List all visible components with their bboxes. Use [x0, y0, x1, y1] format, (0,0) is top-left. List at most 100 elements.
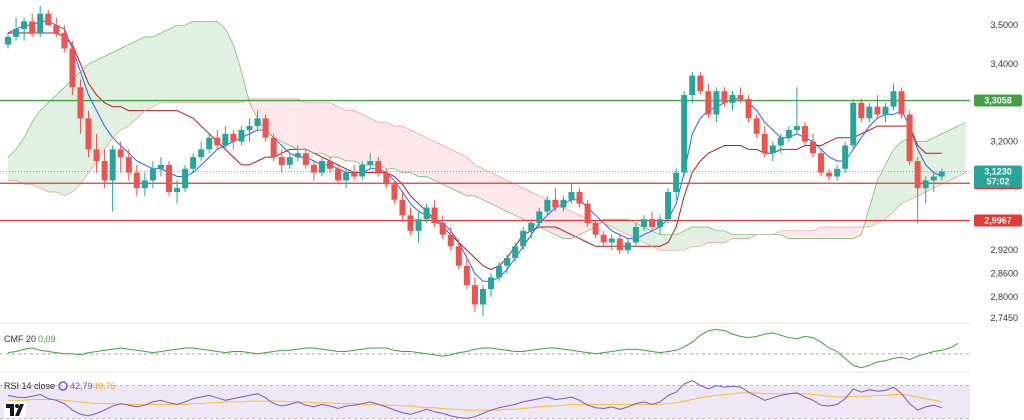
candle-body[interactable]	[657, 219, 664, 227]
candle-body[interactable]	[77, 87, 84, 119]
candle-body[interactable]	[488, 277, 494, 290]
candle-body[interactable]	[190, 157, 197, 169]
candle-body[interactable]	[206, 137, 213, 150]
candle-body[interactable]	[45, 13, 52, 26]
candle-body[interactable]	[13, 29, 20, 37]
candle-body[interactable]	[705, 91, 712, 115]
candle-body[interactable]	[286, 157, 293, 165]
candle-body[interactable]	[383, 172, 390, 185]
candle-body[interactable]	[536, 211, 543, 224]
candle-body[interactable]	[327, 161, 333, 169]
candle-body[interactable]	[834, 168, 841, 177]
candle-body[interactable]	[528, 223, 535, 231]
candle-body[interactable]	[351, 172, 358, 177]
candle-body[interactable]	[665, 192, 672, 220]
horizontal-levels[interactable]	[0, 99, 970, 222]
candle-body[interactable]	[302, 153, 309, 165]
candle-body[interactable]	[69, 48, 76, 88]
candle-body[interactable]	[431, 207, 438, 224]
candle-body[interactable]	[745, 98, 752, 119]
candle-body[interactable]	[29, 21, 36, 33]
candle-body[interactable]	[230, 133, 237, 142]
candle-body[interactable]	[415, 219, 422, 231]
candle-body[interactable]	[826, 172, 833, 177]
candle-body[interactable]	[761, 133, 768, 154]
candle-body[interactable]	[713, 91, 720, 115]
candle-body[interactable]	[568, 192, 575, 200]
candle-body[interactable]	[254, 118, 261, 127]
candle-body[interactable]	[810, 141, 816, 154]
candle-body[interactable]	[592, 223, 599, 235]
candle-body[interactable]	[938, 171, 945, 177]
candle-body[interactable]	[882, 106, 889, 115]
candle-body[interactable]	[512, 246, 519, 258]
candle-body[interactable]	[198, 149, 205, 158]
candle-body[interactable]	[318, 161, 325, 173]
candle-body[interactable]	[157, 164, 164, 169]
candle-body[interactable]	[37, 13, 44, 33]
candle-body[interactable]	[753, 118, 760, 134]
candle-body[interactable]	[391, 184, 398, 200]
candle-body[interactable]	[922, 180, 929, 189]
candle-body[interactable]	[520, 230, 527, 247]
candle-body[interactable]	[721, 91, 728, 103]
candle-body[interactable]	[624, 242, 631, 251]
candle-body[interactable]	[109, 149, 116, 181]
candle-body[interactable]	[584, 203, 591, 224]
candle-body[interactable]	[133, 172, 140, 189]
candlesticks[interactable]	[5, 5, 945, 317]
candle-body[interactable]	[649, 219, 655, 227]
candle-body[interactable]	[689, 75, 696, 96]
candle-body[interactable]	[439, 223, 446, 235]
rsi-settings-icon[interactable]	[58, 381, 68, 391]
candle-body[interactable]	[125, 157, 132, 173]
candle-body[interactable]	[335, 168, 342, 181]
candle-body[interactable]	[182, 168, 189, 189]
candle-body[interactable]	[697, 75, 704, 92]
candle-body[interactable]	[673, 172, 680, 193]
candle-body[interactable]	[101, 161, 108, 181]
candle-body[interactable]	[262, 118, 269, 138]
candle-body[interactable]	[471, 285, 478, 305]
candle-body[interactable]	[166, 164, 172, 193]
candle-body[interactable]	[600, 234, 607, 243]
candle-body[interactable]	[359, 164, 366, 177]
candle-body[interactable]	[842, 145, 849, 169]
candle-body[interactable]	[479, 289, 486, 305]
candle-body[interactable]	[681, 95, 688, 173]
candle-body[interactable]	[21, 21, 28, 30]
price-pane[interactable]	[0, 5, 970, 317]
candle-body[interactable]	[616, 238, 623, 251]
candle-body[interactable]	[640, 219, 647, 227]
candle-body[interactable]	[399, 199, 406, 216]
candle-body[interactable]	[214, 137, 221, 146]
candle-body[interactable]	[278, 157, 285, 165]
candle-body[interactable]	[858, 102, 865, 119]
candle-body[interactable]	[930, 176, 937, 181]
candle-body[interactable]	[496, 265, 503, 278]
candle-body[interactable]	[423, 207, 430, 220]
candle-body[interactable]	[5, 36, 11, 45]
candle-body[interactable]	[906, 114, 913, 161]
candle-body[interactable]	[801, 126, 808, 142]
candle-body[interactable]	[447, 234, 454, 247]
price-axis[interactable]: 3,5000 3,4000 3,2000 2,9200 2,8600 2,8000 2,74…	[970, 0, 1024, 420]
candle-body[interactable]	[93, 149, 100, 161]
tradingview-logo-icon[interactable]	[4, 401, 26, 418]
candle-body[interactable]	[793, 126, 800, 130]
candle-body[interactable]	[455, 246, 462, 266]
candle-body[interactable]	[407, 215, 414, 231]
candle-body[interactable]	[850, 102, 857, 146]
candle-body[interactable]	[270, 137, 277, 158]
candle-body[interactable]	[866, 106, 873, 119]
candle-body[interactable]	[890, 91, 897, 107]
candle-body[interactable]	[294, 153, 301, 158]
candle-body[interactable]	[608, 238, 615, 243]
candle-body[interactable]	[560, 199, 567, 208]
candle-body[interactable]	[367, 161, 374, 165]
candle-body[interactable]	[463, 265, 470, 286]
candle-body[interactable]	[238, 129, 245, 142]
candle-body[interactable]	[818, 153, 825, 173]
candle-body[interactable]	[85, 118, 92, 150]
